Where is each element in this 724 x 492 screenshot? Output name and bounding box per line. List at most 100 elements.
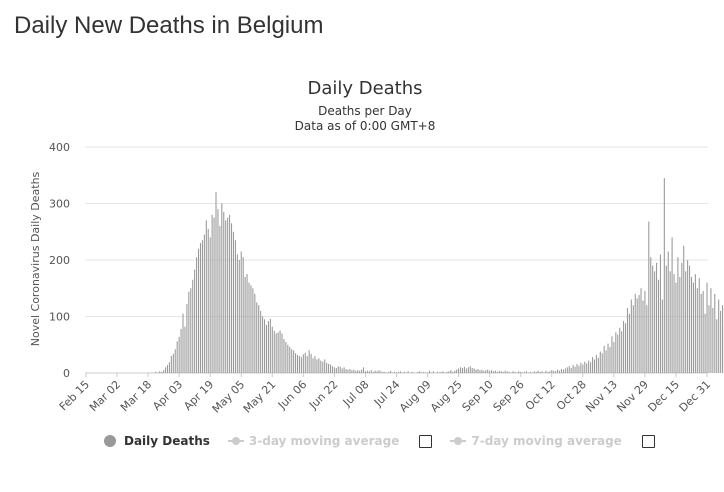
bar[interactable]: [219, 226, 220, 373]
bar[interactable]: [553, 371, 554, 373]
bar[interactable]: [225, 220, 226, 373]
bar[interactable]: [363, 367, 364, 373]
bar[interactable]: [594, 359, 595, 373]
bar[interactable]: [252, 288, 253, 373]
bar[interactable]: [402, 372, 403, 373]
bar[interactable]: [666, 266, 667, 373]
bar[interactable]: [198, 249, 199, 373]
bar[interactable]: [656, 263, 657, 373]
bar[interactable]: [289, 347, 290, 373]
bar[interactable]: [318, 358, 319, 373]
bar[interactable]: [254, 294, 255, 373]
7-day-average-checkbox[interactable]: [642, 435, 655, 448]
bar[interactable]: [190, 288, 191, 373]
bar[interactable]: [155, 372, 156, 373]
bar[interactable]: [324, 359, 325, 373]
bar[interactable]: [495, 371, 496, 373]
bar[interactable]: [695, 274, 696, 373]
bar[interactable]: [301, 357, 302, 373]
bar[interactable]: [712, 308, 713, 373]
bar[interactable]: [545, 371, 546, 373]
bar[interactable]: [169, 362, 170, 373]
bar[interactable]: [514, 372, 515, 373]
bar[interactable]: [547, 372, 548, 373]
bar[interactable]: [215, 192, 216, 373]
bar[interactable]: [710, 288, 711, 373]
bar[interactable]: [344, 367, 345, 373]
bar[interactable]: [379, 370, 380, 373]
bar[interactable]: [208, 229, 209, 373]
bar[interactable]: [239, 260, 240, 373]
legend-item-3-day-average[interactable]: 3-day moving average: [228, 434, 432, 448]
bar[interactable]: [431, 372, 432, 373]
bar[interactable]: [675, 283, 676, 373]
bar[interactable]: [569, 366, 570, 373]
bar[interactable]: [510, 372, 511, 373]
bar[interactable]: [565, 368, 566, 373]
bar[interactable]: [641, 288, 642, 373]
bar[interactable]: [210, 237, 211, 373]
bar[interactable]: [674, 274, 675, 373]
bar[interactable]: [536, 372, 537, 373]
bar[interactable]: [373, 372, 374, 373]
bar[interactable]: [532, 372, 533, 373]
bar[interactable]: [559, 371, 560, 373]
bar[interactable]: [549, 371, 550, 373]
bar[interactable]: [701, 294, 702, 373]
bar[interactable]: [598, 358, 599, 373]
bar[interactable]: [326, 363, 327, 373]
bar[interactable]: [633, 305, 634, 373]
bar[interactable]: [720, 311, 721, 373]
bar[interactable]: [639, 295, 640, 373]
bar[interactable]: [543, 372, 544, 373]
bar[interactable]: [355, 371, 356, 373]
bar[interactable]: [313, 358, 314, 373]
bar[interactable]: [175, 349, 176, 373]
bar[interactable]: [679, 277, 680, 373]
bar[interactable]: [450, 370, 451, 373]
bar[interactable]: [623, 321, 624, 373]
bar[interactable]: [423, 372, 424, 373]
bar[interactable]: [181, 329, 182, 373]
bar[interactable]: [235, 240, 236, 373]
bar[interactable]: [406, 372, 407, 373]
bar[interactable]: [262, 317, 263, 374]
bar[interactable]: [223, 212, 224, 373]
bar[interactable]: [617, 335, 618, 373]
bar[interactable]: [699, 278, 700, 373]
bar[interactable]: [336, 368, 337, 373]
bar[interactable]: [481, 370, 482, 373]
bar[interactable]: [311, 354, 312, 373]
bar[interactable]: [390, 371, 391, 373]
bar[interactable]: [433, 371, 434, 373]
bar[interactable]: [421, 372, 422, 373]
bar[interactable]: [491, 370, 492, 373]
bar[interactable]: [615, 332, 616, 373]
bar[interactable]: [396, 372, 397, 373]
bar[interactable]: [256, 302, 257, 373]
bar[interactable]: [522, 372, 523, 373]
bar[interactable]: [458, 368, 459, 373]
bar[interactable]: [340, 367, 341, 373]
bar[interactable]: [705, 314, 706, 373]
bar[interactable]: [627, 308, 628, 373]
bar[interactable]: [580, 363, 581, 373]
bar[interactable]: [472, 368, 473, 373]
legend-item-7-day-average[interactable]: 7-day moving average: [450, 434, 654, 448]
bar[interactable]: [561, 369, 562, 373]
bar[interactable]: [460, 367, 461, 373]
bar[interactable]: [685, 271, 686, 373]
bar[interactable]: [487, 370, 488, 373]
bar[interactable]: [214, 218, 215, 373]
bar[interactable]: [586, 363, 587, 373]
bar[interactable]: [365, 371, 366, 373]
bar[interactable]: [342, 368, 343, 373]
bar[interactable]: [499, 371, 500, 373]
bar[interactable]: [200, 243, 201, 373]
bar[interactable]: [186, 304, 187, 373]
bar[interactable]: [371, 370, 372, 373]
bar[interactable]: [248, 283, 249, 373]
bar[interactable]: [367, 371, 368, 373]
bar[interactable]: [212, 215, 213, 373]
bar[interactable]: [398, 372, 399, 373]
